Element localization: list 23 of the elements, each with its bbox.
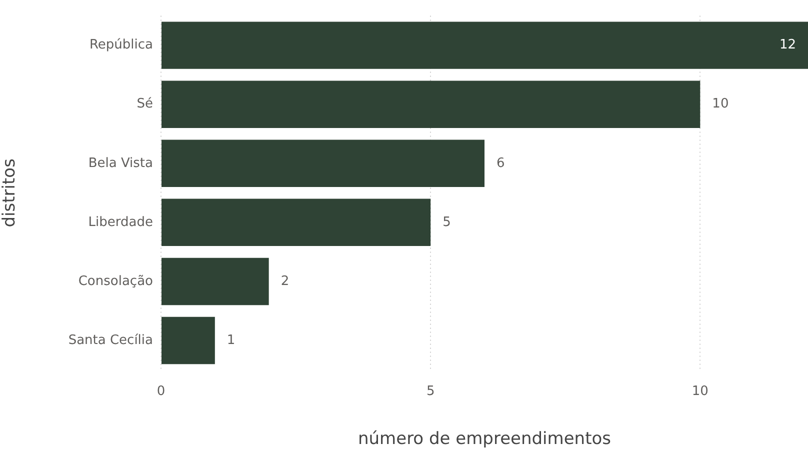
data-label: 1 <box>226 332 236 348</box>
y-tick-label: Bela Vista <box>88 156 153 171</box>
x-tick-label: 10 <box>692 384 708 400</box>
bar <box>162 22 808 69</box>
bar <box>162 198 431 246</box>
data-label: 5 <box>442 214 451 230</box>
bar <box>162 316 215 364</box>
data-label: 2 <box>280 274 290 289</box>
x-tick-label: 5 <box>426 384 435 400</box>
bar <box>162 80 700 128</box>
bar <box>162 258 269 306</box>
data-label: 6 <box>496 156 505 171</box>
y-tick-label: Liberdade <box>88 214 153 230</box>
data-label: 10 <box>712 96 729 112</box>
x-axis-title: número de empreendimentos <box>358 429 612 450</box>
y-axis-title: distritos <box>0 158 20 228</box>
y-tick-label: Sé <box>136 96 153 112</box>
data-label: 12 <box>779 38 796 53</box>
bar <box>162 140 484 187</box>
y-tick-label: Consolação <box>78 274 154 289</box>
y-tick-label: Santa Cecília <box>68 332 153 348</box>
x-tick-label: 0 <box>156 384 166 400</box>
y-tick-label: República <box>89 38 153 53</box>
